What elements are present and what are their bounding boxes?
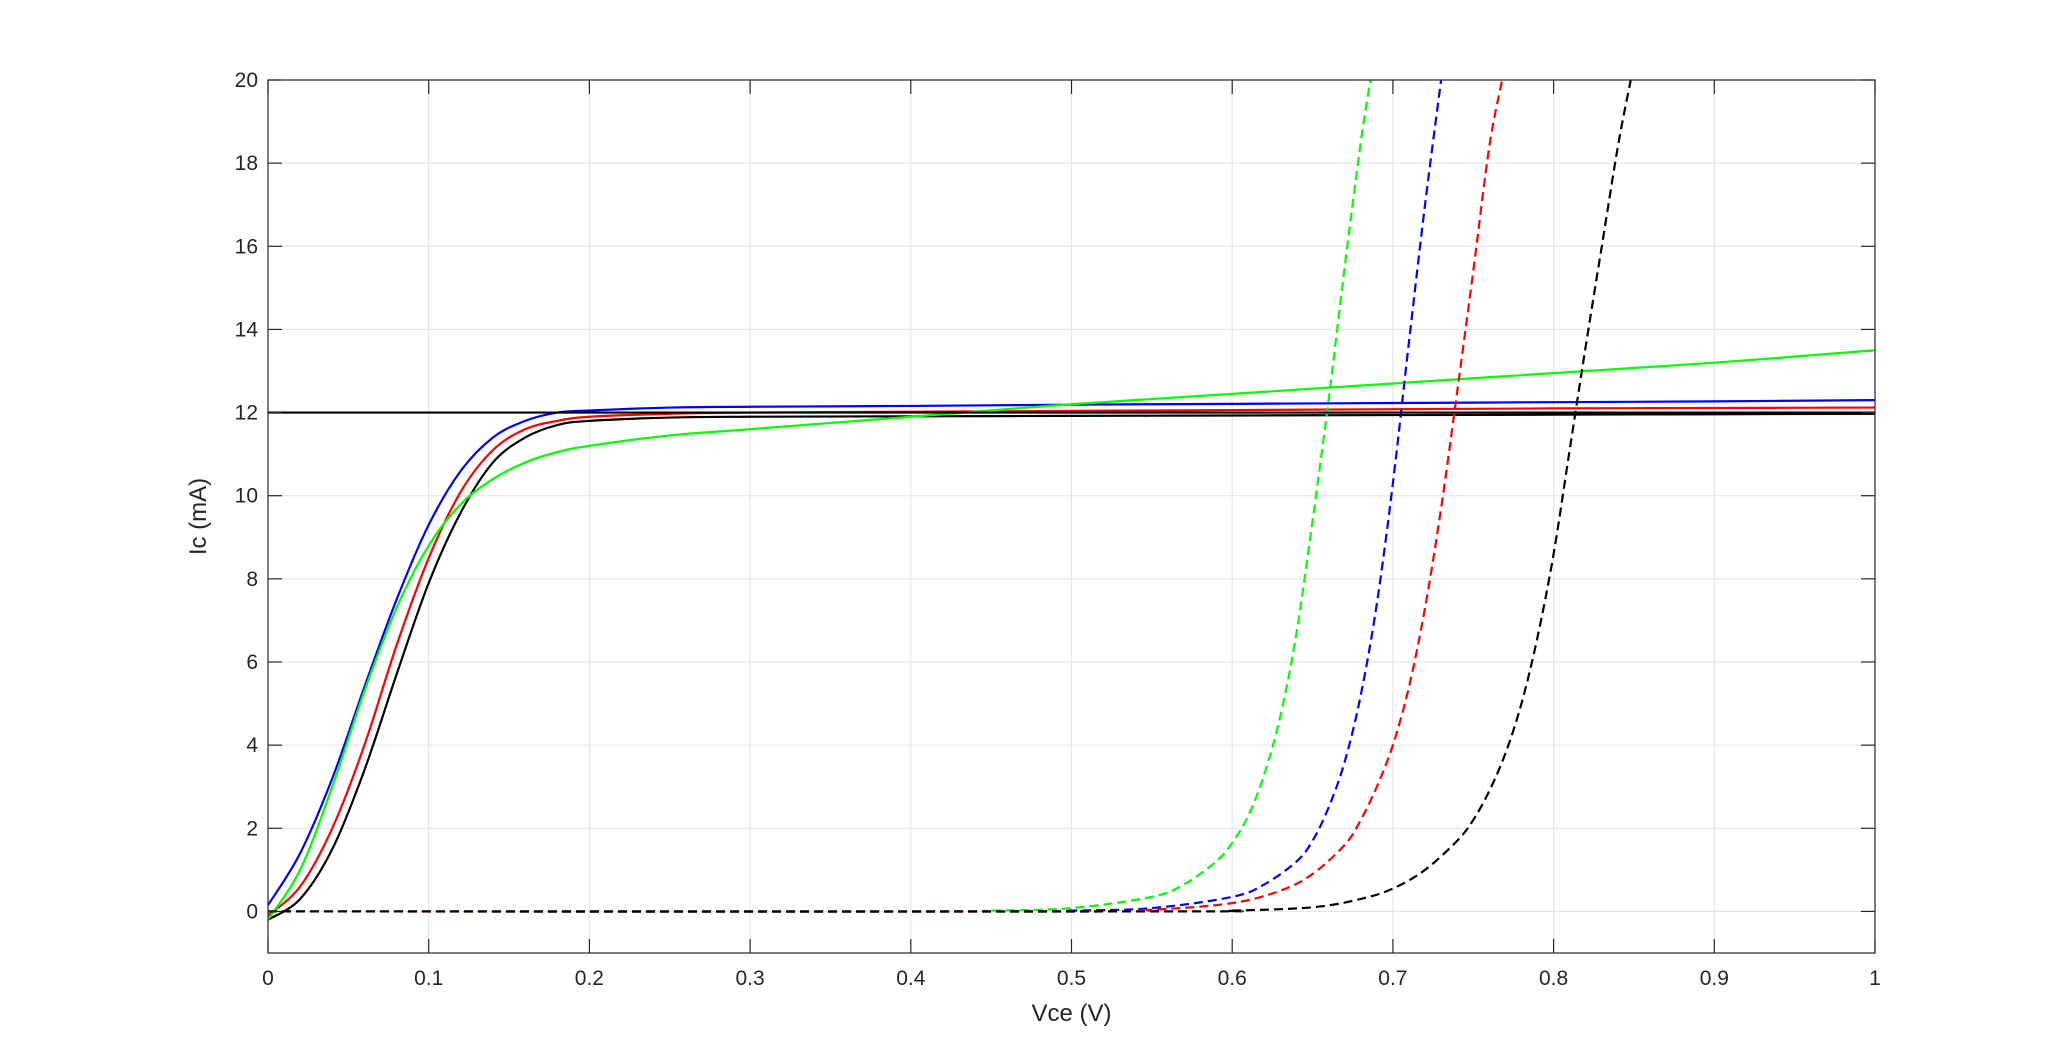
series-line-3 — [268, 399, 1875, 906]
x-tick-label: 0 — [262, 967, 274, 990]
x-tick-label: 0.4 — [896, 967, 926, 990]
series-layer — [268, 80, 1875, 921]
x-tick-label: 0.7 — [1378, 967, 1407, 990]
y-tick-label: 20 — [235, 69, 258, 92]
series-line-4 — [268, 349, 1875, 921]
y-tick-label: 16 — [235, 235, 258, 258]
x-tick-label: 0.1 — [414, 967, 443, 990]
x-tick-label: 0.6 — [1218, 967, 1247, 990]
y-tick-label: 10 — [235, 485, 258, 508]
y-tick-label: 8 — [246, 568, 258, 591]
series-line-7 — [268, 80, 1504, 913]
x-tick-label: 0.8 — [1539, 967, 1568, 990]
y-tick-label: 14 — [235, 318, 259, 341]
ticks — [267, 79, 1876, 953]
x-axis-label: Vce (V) — [1031, 1000, 1111, 1027]
y-tick-label: 0 — [246, 900, 258, 923]
tick-labels: 0 0.1 0.2 0.3 0.4 0.5 0.6 0.7 0.8 0.9 102468101214… — [235, 69, 1881, 990]
x-tick-label: 0.2 — [575, 967, 604, 990]
series-line-1 — [268, 412, 1875, 921]
y-tick-label: 18 — [235, 152, 258, 175]
x-tick-label: 0.5 — [1057, 967, 1086, 990]
x-tick-label: 0.9 — [1700, 967, 1729, 990]
x-tick-label: 0.3 — [735, 967, 764, 990]
y-tick-label: 12 — [235, 402, 258, 425]
y-tick-label: 2 — [246, 817, 258, 840]
y-tick-label: 4 — [246, 734, 258, 757]
y-tick-label: 6 — [246, 651, 258, 674]
series-line-2 — [268, 406, 1875, 917]
series-line-5 — [268, 80, 1372, 913]
x-tick-label: 1 — [1869, 967, 1881, 990]
series-line-8 — [268, 80, 1632, 913]
y-axis-label: Ic (mA) — [185, 478, 212, 555]
